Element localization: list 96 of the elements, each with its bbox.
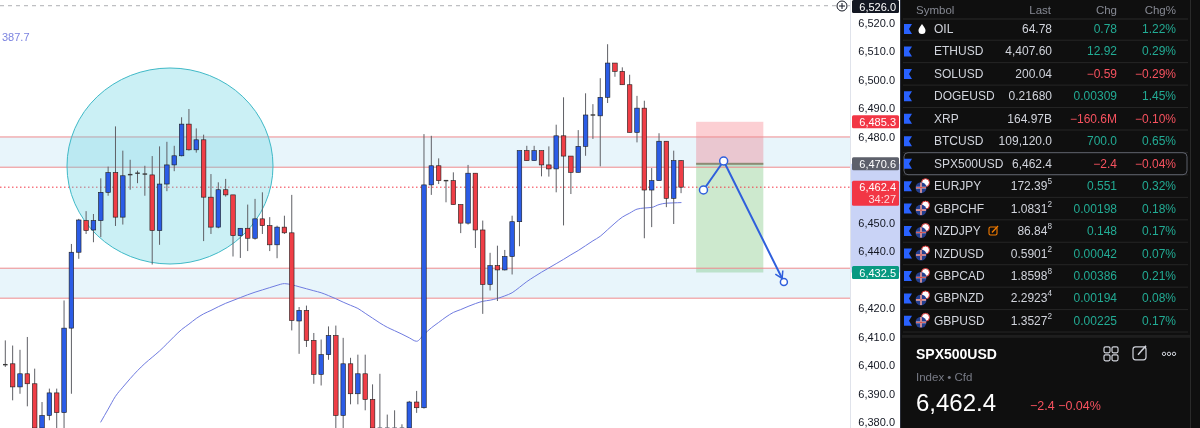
category-label: Last: [1029, 4, 1052, 16]
text: 6,462.4: [916, 388, 997, 416]
text: DOGEUSD: [934, 89, 995, 104]
text: −0.04%: [1134, 156, 1176, 171]
y-tick-label: 6,400.0: [858, 359, 895, 372]
candlestick: [384, 414, 391, 428]
text: GBPUSD: [934, 313, 985, 328]
text: 0.07%: [1141, 246, 1176, 261]
text: BTCUSD: [934, 134, 984, 149]
text: XRP: [934, 111, 959, 126]
text: −2.4 −0.04%: [1030, 398, 1101, 413]
text: 0.00386: [1073, 268, 1117, 283]
text: 86.84$^{8}$: [1017, 222, 1052, 239]
text: GBPNZD: [934, 291, 985, 306]
text: OIL: [934, 22, 954, 36]
text: 64.78: [1021, 22, 1052, 36]
category-label: Symbol: [916, 4, 955, 16]
candlestick: [325, 325, 332, 361]
text: 1.8598$^{8}$: [1010, 266, 1052, 283]
text: 1.3527$^{2}$: [1010, 311, 1052, 328]
candlestick: [436, 157, 442, 185]
ref-line-label: 6,462.4: [859, 181, 896, 194]
text: 0.00198: [1073, 201, 1117, 216]
text: 6,485.3: [859, 116, 896, 129]
y-tick-label: 6,500.0: [858, 73, 895, 86]
text: Index • Cfd: [916, 370, 973, 383]
ref-line-label: 6,526.0: [859, 0, 896, 13]
text: 0.17%: [1141, 224, 1176, 239]
candlestick: [141, 165, 148, 197]
text: 0.29%: [1141, 44, 1176, 59]
text: SPX500USD: [916, 345, 997, 362]
text: EURJPY: [934, 179, 982, 194]
text: 4,407.60: [1005, 44, 1052, 59]
text: SPX500USD: [934, 156, 1004, 171]
annotation: 387.7: [2, 31, 30, 43]
y-tick-label: 6,440.0: [858, 245, 895, 258]
candlestick: [538, 150, 545, 177]
text: 0.00309: [1073, 89, 1117, 104]
candlestick: [589, 103, 596, 140]
text: 6,470.6: [859, 158, 896, 171]
text: 6,462.4: [1011, 156, 1053, 171]
candlestick: [398, 423, 405, 428]
text: 0.551: [1086, 179, 1117, 194]
candlestick: [494, 245, 501, 302]
candlestick: [391, 409, 398, 428]
y-tick-label: 6,490.0: [858, 102, 895, 115]
text: 34:27: [868, 192, 896, 205]
text: 200.04: [1015, 66, 1052, 81]
text: 0.32%: [1141, 179, 1176, 194]
text: 700.0: [1086, 134, 1117, 149]
text: 1.22%: [1141, 22, 1176, 36]
text: 0.00042: [1073, 246, 1117, 261]
text: NZDUSD: [934, 246, 984, 261]
text: 1.0831$^{2}$: [1010, 199, 1052, 216]
line-series: [100, 202, 682, 423]
text: 6,432.5: [859, 266, 896, 279]
text: 0.18%: [1141, 201, 1176, 216]
text: 0.17%: [1141, 313, 1176, 328]
candlestick: [376, 373, 383, 428]
text: 0.78: [1093, 22, 1117, 36]
text: 2.2923$^{4}$: [1010, 289, 1052, 306]
text: −2.4: [1093, 156, 1117, 171]
text: SOLUSD: [934, 66, 984, 81]
text: −0.29%: [1134, 66, 1176, 81]
text: 0.21680: [1008, 89, 1052, 104]
y-tick-label: 6,450.0: [858, 216, 895, 229]
text: 0.5901$^{2}$: [1010, 244, 1052, 261]
text: GBPCAD: [934, 268, 985, 283]
text: 1.45%: [1141, 89, 1176, 104]
text: GBPCHF: [934, 201, 985, 216]
category-label: Chg%: [1144, 4, 1176, 16]
text: 12.92: [1086, 44, 1117, 59]
text: 172.39$^{5}$: [1010, 177, 1052, 194]
text: 109,120.0: [998, 134, 1052, 149]
text: 0.65%: [1141, 134, 1176, 149]
text: 0.08%: [1141, 291, 1176, 306]
y-tick-label: 6,380.0: [858, 416, 895, 428]
y-tick-label: 6,480.0: [858, 130, 895, 143]
text: 164.97B: [1007, 111, 1052, 126]
y-tick-label: 6,410.0: [858, 330, 895, 343]
y-tick-label: 6,510.0: [858, 45, 895, 58]
text: 0.00194: [1073, 291, 1117, 306]
text: 0.00225: [1073, 313, 1117, 328]
text: −0.59: [1086, 66, 1117, 81]
candlestick: [90, 213, 97, 243]
category-label: Chg: [1095, 4, 1117, 16]
text: NZDJPY: [934, 224, 981, 239]
text: −0.10%: [1134, 111, 1176, 126]
text: 0.148: [1086, 224, 1117, 239]
text: 0.21%: [1141, 268, 1176, 283]
y-tick-label: 6,520.0: [858, 16, 895, 29]
y-tick-label: 6,420.0: [858, 302, 895, 315]
text: −160.6M: [1069, 111, 1117, 126]
y-tick-label: 6,390.0: [858, 387, 895, 400]
candlestick: [597, 77, 603, 167]
text: ETHUSD: [934, 44, 984, 59]
